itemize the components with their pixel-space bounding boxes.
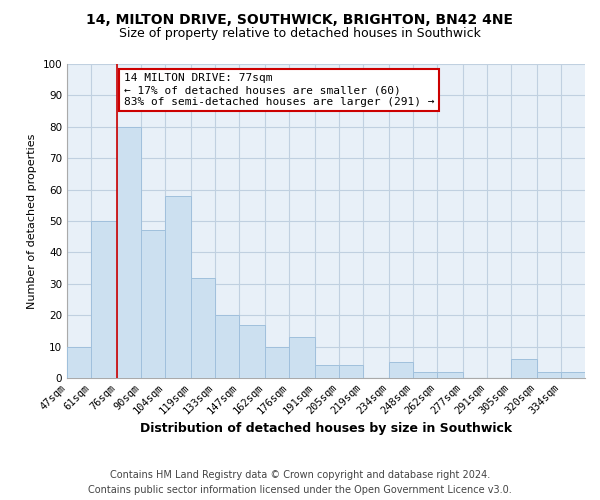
Bar	[165, 196, 191, 378]
Bar	[117, 127, 141, 378]
Bar	[265, 346, 289, 378]
Bar	[437, 372, 463, 378]
Bar	[511, 359, 537, 378]
Bar	[389, 362, 413, 378]
Y-axis label: Number of detached properties: Number of detached properties	[27, 134, 37, 308]
X-axis label: Distribution of detached houses by size in Southwick: Distribution of detached houses by size …	[140, 422, 512, 435]
Text: 14 MILTON DRIVE: 77sqm
← 17% of detached houses are smaller (60)
83% of semi-det: 14 MILTON DRIVE: 77sqm ← 17% of detached…	[124, 74, 434, 106]
Bar	[67, 346, 91, 378]
Bar	[339, 366, 363, 378]
Bar	[413, 372, 437, 378]
Bar	[561, 372, 585, 378]
Bar	[215, 315, 239, 378]
Bar	[141, 230, 165, 378]
Text: 14, MILTON DRIVE, SOUTHWICK, BRIGHTON, BN42 4NE: 14, MILTON DRIVE, SOUTHWICK, BRIGHTON, B…	[86, 12, 514, 26]
Bar	[289, 337, 315, 378]
Text: Contains HM Land Registry data © Crown copyright and database right 2024.
Contai: Contains HM Land Registry data © Crown c…	[88, 470, 512, 495]
Bar	[239, 324, 265, 378]
Text: Size of property relative to detached houses in Southwick: Size of property relative to detached ho…	[119, 28, 481, 40]
Bar	[191, 278, 215, 378]
Bar	[91, 221, 117, 378]
Bar	[537, 372, 561, 378]
Bar	[315, 366, 339, 378]
